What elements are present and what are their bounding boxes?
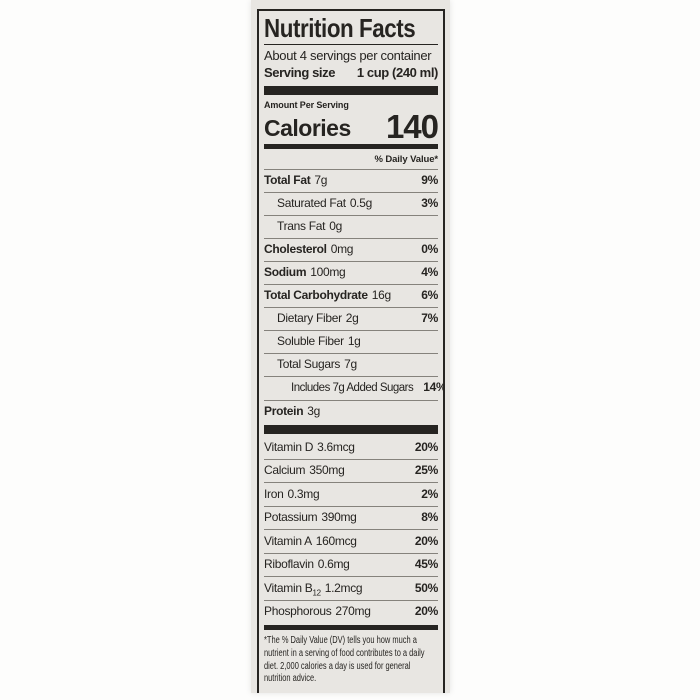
daily-value: 6%: [421, 288, 438, 302]
nutrient-name: Trans Fat 0g: [277, 219, 342, 233]
calories-value: 140: [385, 108, 439, 145]
vitamin-name: Riboflavin 0.6mg: [264, 557, 350, 571]
nutrient-name: Total Sugars 7g: [277, 357, 357, 371]
calories-label: Calories: [264, 115, 351, 141]
separator-bar-thick-middle: [264, 425, 438, 434]
daily-value: 20%: [414, 604, 438, 618]
vitamin-row-vitamin-b12: Vitamin B12 1.2mcg 50%: [264, 576, 438, 600]
daily-value: 8%: [421, 510, 438, 524]
nutrient-row-added-sugars: Includes 7g Added Sugars 14%: [264, 376, 443, 400]
daily-value: 25%: [414, 463, 438, 477]
separator-bar-medium: [264, 144, 438, 149]
nutrient-row-sodium: Sodium 100mg 4%: [264, 261, 438, 284]
title-divider: [264, 44, 438, 45]
separator-bar-footnote: [264, 625, 438, 630]
nutrient-row-saturated-fat: Saturated Fat 0.5g 3%: [264, 192, 438, 215]
calories-row: Calories 140: [264, 108, 439, 145]
nutrient-row-cholesterol: Cholesterol 0mg 0%: [264, 238, 438, 261]
serving-size-value: 1 cup (240 ml): [356, 65, 439, 80]
nutrient-name: Includes 7g Added Sugars: [291, 382, 414, 394]
vitamin-name: Vitamin A 160mcg: [264, 533, 357, 548]
amount-per-serving-label: Amount Per Serving: [264, 100, 349, 110]
daily-value: 50%: [414, 580, 438, 595]
vitamin-name: Calcium 350mg: [264, 463, 345, 477]
nutrient-name: Soluble Fiber 1g: [277, 334, 361, 348]
daily-value: 4%: [421, 265, 438, 279]
nutrient-row-total-carbohydrate: Total Carbohydrate 16g 6%: [264, 284, 438, 307]
nutrition-facts-label: Nutrition Facts About 4 servings per con…: [251, 0, 450, 693]
vitamin-name: Vitamin D 3.6mcg: [264, 439, 355, 454]
daily-value: 45%: [414, 557, 438, 571]
nutrient-row-trans-fat: Trans Fat 0g: [264, 215, 438, 238]
daily-value-footnote: *The % Daily Value (DV) tells you how mu…: [264, 635, 425, 685]
serving-size-label: Serving size: [264, 65, 336, 80]
nutrient-name: Dietary Fiber 2g: [277, 311, 359, 325]
b12-subscript: 12: [312, 587, 321, 597]
daily-value: 3%: [421, 196, 438, 210]
nutrient-row-total-fat: Total Fat 7g 9%: [264, 169, 438, 192]
nutrition-facts-title: Nutrition Facts: [264, 13, 416, 43]
nutrient-row-protein: Protein 3g: [264, 400, 438, 423]
label-border-box: Nutrition Facts About 4 servings per con…: [257, 9, 445, 693]
daily-value: 20%: [414, 439, 438, 454]
daily-value: 9%: [421, 173, 438, 187]
nutrient-name: Sodium 100mg: [264, 265, 346, 279]
daily-value: 20%: [414, 533, 438, 548]
daily-value: 2%: [421, 486, 438, 501]
nutrient-name: Total Fat 7g: [264, 173, 328, 187]
vitamin-row-phosphorous: Phosphorous 270mg 20%: [264, 599, 438, 624]
daily-value: 0%: [421, 242, 438, 256]
vitamin-name: Iron 0.3mg: [264, 486, 320, 501]
serving-size-row: Serving size 1 cup (240 ml): [264, 64, 438, 81]
daily-value: 7%: [421, 311, 438, 325]
vitamin-row-vitamin-d: Vitamin D 3.6mcg 20%: [264, 436, 438, 459]
nutrient-name: Cholesterol 0mg: [264, 242, 354, 256]
nutrient-name: Protein 3g: [264, 404, 320, 418]
vitamin-name: Potassium 390mg: [264, 510, 357, 524]
vitamin-row-potassium: Potassium 390mg 8%: [264, 505, 438, 530]
servings-per-container: About 4 servings per container: [264, 48, 432, 63]
vitamin-row-vitamin-a: Vitamin A 160mcg 20%: [264, 529, 438, 553]
nutrient-row-soluble-fiber: Soluble Fiber 1g: [264, 330, 438, 353]
vitamin-row-calcium: Calcium 350mg 25%: [264, 458, 438, 483]
vitamin-row-iron: Iron 0.3mg 2%: [264, 482, 438, 506]
daily-value: 14%: [423, 380, 445, 394]
nutrient-row-dietary-fiber: Dietary Fiber 2g 7%: [264, 307, 438, 330]
nutrient-name: Saturated Fat 0.5g: [277, 196, 372, 210]
daily-value-header: % Daily Value*: [374, 154, 438, 165]
separator-bar-thick-top: [264, 86, 438, 95]
nutrient-name: Total Carbohydrate 16g: [264, 288, 391, 302]
vitamin-name: Vitamin B12 1.2mcg: [264, 580, 363, 597]
vitamin-row-riboflavin: Riboflavin 0.6mg 45%: [264, 552, 438, 577]
nutrient-row-total-sugars: Total Sugars 7g: [264, 353, 438, 376]
vitamin-name: Phosphorous 270mg: [264, 604, 371, 618]
